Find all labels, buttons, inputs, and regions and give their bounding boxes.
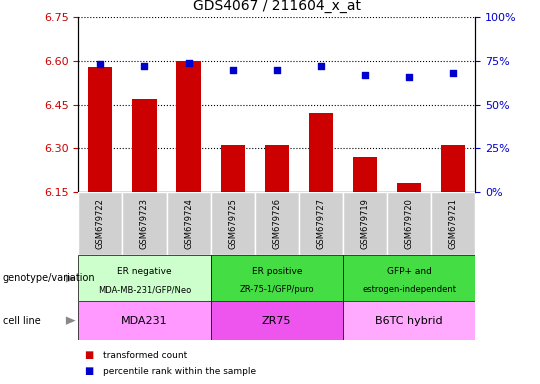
Bar [78, 192, 123, 255]
Text: MDA231: MDA231 [121, 316, 168, 326]
Text: ER positive: ER positive [252, 267, 302, 276]
Bar [177, 61, 201, 192]
Point [140, 63, 149, 69]
Text: estrogen-independent: estrogen-independent [362, 285, 456, 295]
Point [449, 70, 457, 76]
Bar [265, 146, 289, 192]
Bar [353, 157, 377, 192]
Point [361, 72, 369, 78]
Point [228, 67, 237, 73]
Bar [132, 99, 157, 192]
Bar [397, 183, 421, 192]
Text: GSM679722: GSM679722 [96, 198, 105, 249]
Point [316, 63, 325, 69]
Bar [343, 301, 475, 340]
Bar [220, 146, 245, 192]
Bar [166, 192, 211, 255]
Text: percentile rank within the sample: percentile rank within the sample [103, 367, 256, 376]
Bar [78, 301, 211, 340]
Title: GDS4067 / 211604_x_at: GDS4067 / 211604_x_at [193, 0, 361, 13]
Text: GSM679719: GSM679719 [360, 198, 369, 249]
Bar [431, 192, 475, 255]
Text: GSM679720: GSM679720 [404, 198, 414, 249]
Text: ■: ■ [84, 350, 93, 360]
Text: GSM679727: GSM679727 [316, 198, 325, 249]
Bar [387, 192, 431, 255]
Bar [211, 255, 343, 301]
Bar [343, 192, 387, 255]
Text: ZR75: ZR75 [262, 316, 292, 326]
Text: ER negative: ER negative [117, 267, 172, 276]
Text: GSM679723: GSM679723 [140, 198, 149, 249]
Bar [78, 255, 211, 301]
Bar [88, 67, 112, 192]
Point [96, 61, 105, 68]
Point [273, 67, 281, 73]
Bar [441, 146, 465, 192]
Text: MDA-MB-231/GFP/Neo: MDA-MB-231/GFP/Neo [98, 285, 191, 295]
Bar [211, 192, 255, 255]
Text: GSM679724: GSM679724 [184, 198, 193, 249]
Bar [309, 113, 333, 192]
Text: GSM679726: GSM679726 [272, 198, 281, 249]
Bar [255, 192, 299, 255]
Text: transformed count: transformed count [103, 351, 187, 360]
Text: genotype/variation: genotype/variation [3, 273, 96, 283]
Point [405, 74, 414, 80]
Text: GSM679725: GSM679725 [228, 198, 237, 249]
Text: cell line: cell line [3, 316, 40, 326]
Text: ■: ■ [84, 366, 93, 376]
Bar [299, 192, 343, 255]
Point [184, 60, 193, 66]
Text: GSM679721: GSM679721 [449, 198, 458, 249]
Bar [123, 192, 166, 255]
Bar [211, 301, 343, 340]
Text: GFP+ and: GFP+ and [387, 267, 431, 276]
Bar [343, 255, 475, 301]
Text: B6TC hybrid: B6TC hybrid [375, 316, 443, 326]
Text: ZR-75-1/GFP/puro: ZR-75-1/GFP/puro [239, 285, 314, 295]
